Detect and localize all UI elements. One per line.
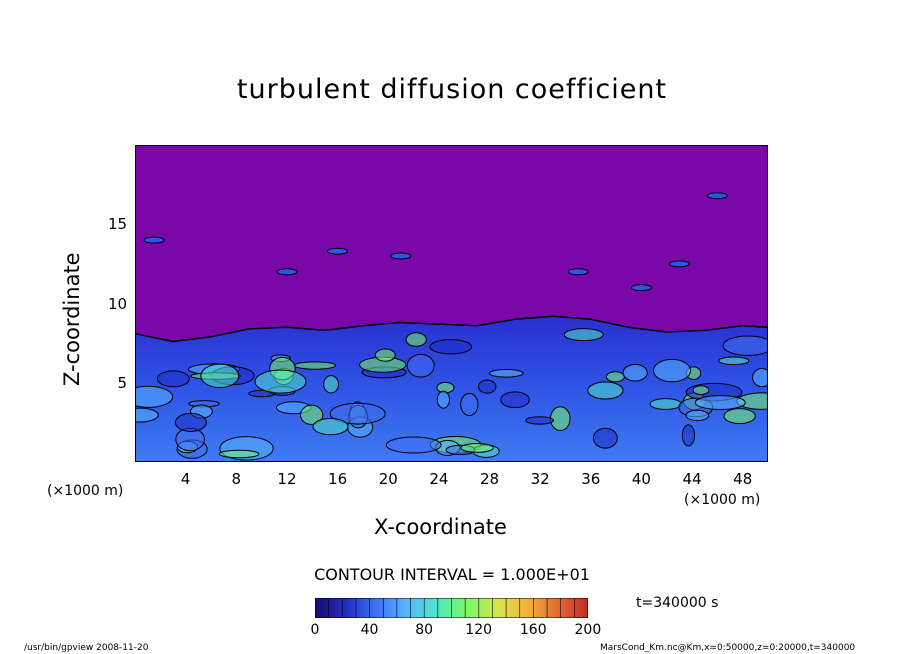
turbulence-swirl — [429, 339, 473, 355]
turbulence-patch — [668, 260, 690, 268]
x-tick-label: 16 — [328, 470, 348, 488]
x-tick-label: 32 — [530, 470, 550, 488]
turbulence-swirl — [605, 371, 625, 383]
turbulence-swirl — [622, 363, 648, 382]
turbulence-swirl — [500, 391, 530, 409]
colorbar-tick-label: 200 — [574, 622, 602, 638]
turbulence-swirl — [752, 368, 768, 388]
turbulence-swirl — [436, 390, 450, 409]
time-label: t=340000 s — [636, 595, 719, 611]
turbulence-patch — [567, 268, 589, 276]
turbulence-swirl — [135, 407, 159, 423]
plot-frame — [135, 145, 768, 462]
turbulence-swirl — [300, 404, 324, 425]
turbulence-swirl — [174, 412, 207, 432]
turbulence-swirl — [692, 385, 710, 396]
turbulence-swirl — [374, 348, 396, 362]
y-tick-label: 5 — [117, 373, 128, 392]
turbulence-swirl — [329, 402, 386, 425]
footer-source: MarsCond_Km.nc@Km,x=0:50000,z=0:20000,t=… — [600, 643, 856, 653]
turbulence-swirl — [477, 379, 497, 394]
turbulence-swirl — [652, 358, 692, 383]
footer-command: /usr/bin/gpview 2008-11-20 — [24, 643, 149, 653]
colorbar-tick-label: 40 — [360, 622, 379, 638]
turbulence-swirl — [525, 416, 555, 425]
turbulence-patch — [390, 252, 412, 260]
x-tick-label: 36 — [581, 470, 601, 488]
x-tick-label: 12 — [277, 470, 297, 488]
x-tick-label: 28 — [479, 470, 500, 488]
x-tick-label: 8 — [231, 470, 242, 488]
contour-interval-label: CONTOUR INTERVAL = 1.000E+01 — [314, 565, 590, 584]
turbulence-swirl — [405, 332, 427, 347]
turbulence-swirl — [587, 381, 624, 400]
turbulence-swirl — [312, 417, 349, 436]
turbulence-swirl — [722, 335, 768, 356]
x-tick-label: 20 — [378, 470, 398, 488]
turbulence-swirl — [323, 375, 339, 394]
turbulence-swirl — [406, 353, 435, 378]
colorbar — [315, 598, 588, 618]
turbulence-swirl — [681, 424, 696, 447]
turbulence-swirl — [385, 436, 442, 454]
x-axis-title: X-coordinate — [374, 515, 507, 539]
turbulence-swirl — [294, 361, 337, 370]
turbulence-swirl — [156, 370, 190, 388]
x-tick-label: 44 — [682, 470, 702, 488]
turbulence-swirl — [488, 368, 524, 378]
chart-title: turbulent diffusion coefficient — [236, 74, 668, 105]
y-tick-label: 10 — [108, 294, 128, 313]
turbulence-swirl — [592, 427, 618, 449]
x-tick-label: 24 — [429, 470, 449, 488]
turbulence-patch — [327, 247, 349, 255]
x-unit-label-left: (×1000 m) — [47, 483, 124, 499]
x-unit-label-right: (×1000 m) — [684, 492, 761, 508]
turbulence-patch — [276, 268, 298, 276]
colorbar-tick-label: 120 — [465, 622, 493, 638]
x-tick-label: 40 — [631, 470, 651, 488]
y-tick-label: 15 — [108, 215, 128, 234]
x-tick-label: 48 — [733, 470, 753, 488]
colorbar-tick-label: 160 — [519, 622, 547, 638]
turbulence-swirl — [563, 328, 604, 342]
turbulence-swirl — [254, 369, 307, 394]
turbulence-swirl — [135, 385, 174, 408]
turbulence-swirl — [200, 363, 240, 389]
turbulence-swirl — [685, 409, 710, 422]
turbulence-swirl — [723, 408, 756, 425]
turbulence-swirl — [218, 449, 260, 459]
turbulence-swirl — [460, 392, 479, 417]
turbulence-patch — [630, 284, 652, 292]
plot-area — [135, 145, 768, 462]
turbulence-patch — [706, 192, 728, 200]
turbulence-swirl — [694, 395, 746, 411]
turbulence-swirls — [135, 192, 768, 461]
turbulence-swirl — [550, 406, 571, 432]
turbulence-patch — [143, 236, 165, 244]
turbulence-swirl — [718, 356, 750, 366]
turbulence-swirl — [649, 398, 682, 410]
colorbar-tick-label: 80 — [415, 622, 434, 638]
turbulence-swirl — [460, 442, 494, 453]
y-axis-title: Z-coordinate — [60, 252, 84, 386]
colorbar-tick-label: 0 — [310, 622, 320, 638]
x-tick-label: 4 — [180, 470, 191, 488]
